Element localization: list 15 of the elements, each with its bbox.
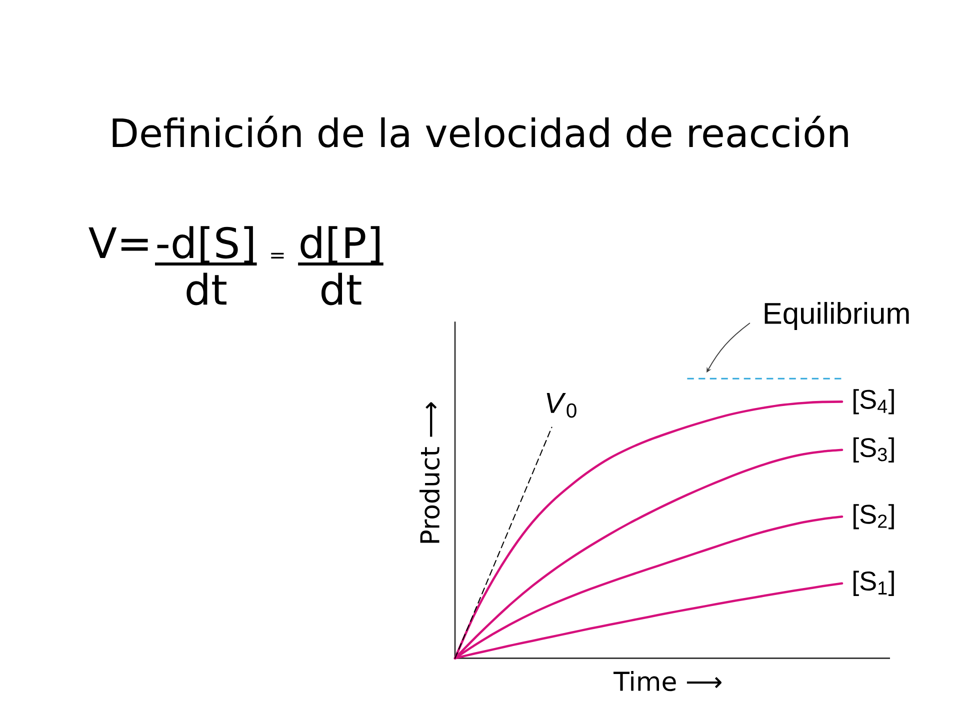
- ref-line-label: Equilibrium: [764, 302, 909, 330]
- text: -d[S]: [157, 226, 253, 264]
- text: V=: [88, 227, 148, 258]
- text: dt: [186, 272, 226, 306]
- text: d[P]: [300, 226, 380, 264]
- text: =: [271, 252, 284, 259]
- series-label: [S$_{2}$]: [854, 504, 894, 530]
- series-label: V$_{0}$: [546, 392, 576, 418]
- series-label: [S$_{1}$]: [854, 570, 894, 596]
- x-axis-title: Time ⟶: [613, 671, 722, 692]
- y-axis-title: Product ⟶: [420, 402, 440, 543]
- text: dt: [321, 272, 362, 306]
- series-label: [S$_{4}$]: [854, 389, 894, 414]
- chart-title: Definición de la velocidad de reacción: [112, 116, 848, 148]
- series-label: [S$_{3}$]: [854, 437, 894, 463]
